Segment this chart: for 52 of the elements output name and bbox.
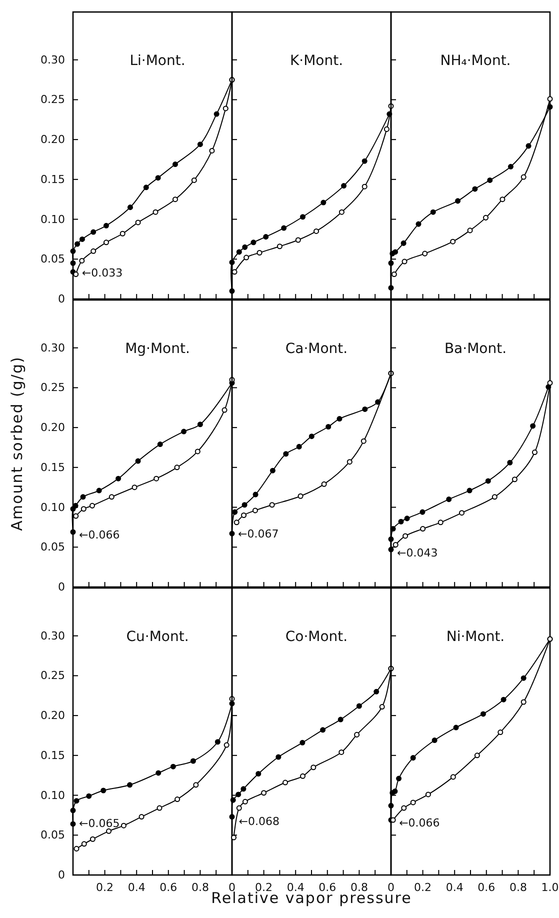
annotation: ←0.068 — [238, 814, 280, 828]
y-tick-label: 0.15 — [40, 748, 65, 762]
annotation: ←0.067 — [238, 528, 279, 541]
y-tick-label: 0.10 — [40, 500, 65, 514]
text: K·Mont. — [290, 52, 344, 69]
y-tick-label: 0.30 — [40, 341, 65, 354]
text: NH₄·Mont. — [440, 52, 511, 69]
y-tick-label: 0.10 — [40, 212, 65, 226]
y-tick-label: 0.05 — [40, 540, 65, 554]
x-tick-label: 0.8 — [350, 880, 368, 894]
x-tick-label: 0.6 — [478, 880, 496, 894]
text: Cu·Mont. — [126, 628, 189, 645]
annotation: ←0.043 — [397, 546, 438, 560]
annotation: ←0.033 — [82, 266, 123, 280]
x-tick-label: 0.8 — [191, 880, 209, 894]
y-tick-label: 0 — [58, 580, 65, 594]
text: Li·Mont. — [130, 52, 186, 69]
text: Ba·Mont. — [444, 340, 507, 357]
y-tick-label: 0.05 — [40, 828, 65, 842]
y-tick-label: 0.10 — [40, 788, 65, 802]
x-tick-label: 0.8 — [509, 880, 527, 894]
text: Ca·Mont. — [285, 340, 348, 357]
y-tick-label: 0.20 — [40, 421, 65, 434]
x-tick-label: 0.4 — [286, 880, 304, 894]
y-tick-label: 0.15 — [40, 460, 65, 474]
x-tick-label: 1.0 — [541, 880, 559, 894]
x-tick-label: 0 — [228, 880, 236, 894]
y-tick-label: 0.25 — [40, 669, 65, 682]
y-tick-label: 0.30 — [40, 629, 65, 642]
y-tick-label: 0.05 — [40, 252, 65, 266]
x-tick-label: 0.6 — [160, 880, 178, 894]
y-tick-label: 0.15 — [40, 172, 65, 186]
x-tick-label: 0.6 — [318, 880, 336, 894]
x-tick-label: 0.4 — [128, 880, 146, 894]
y-axis-title: Amount sorbed (g/g) — [8, 356, 26, 531]
x-tick-label: 0 — [388, 880, 394, 894]
text: Co·Mont. — [285, 628, 348, 645]
text: Mg·Mont. — [125, 340, 190, 357]
y-tick-label: 0 — [58, 868, 65, 882]
y-tick-label: 0.30 — [40, 53, 65, 66]
x-tick-label: 0.2 — [96, 880, 114, 894]
y-tick-label: 0.25 — [40, 93, 65, 106]
y-tick-label: 0.20 — [40, 709, 65, 722]
y-tick-label: 0 — [58, 292, 65, 306]
annotation: ←0.066 — [79, 528, 120, 542]
text: Ni·Mont. — [446, 628, 505, 645]
annotation: ←0.065 — [79, 817, 120, 830]
y-tick-label: 0.25 — [40, 381, 65, 394]
y-tick-label: 0.20 — [40, 133, 65, 146]
x-tick-label: 0.4 — [446, 880, 464, 894]
annotation: ←0.066 — [399, 816, 440, 830]
x-tick-label: 0.2 — [414, 880, 432, 894]
